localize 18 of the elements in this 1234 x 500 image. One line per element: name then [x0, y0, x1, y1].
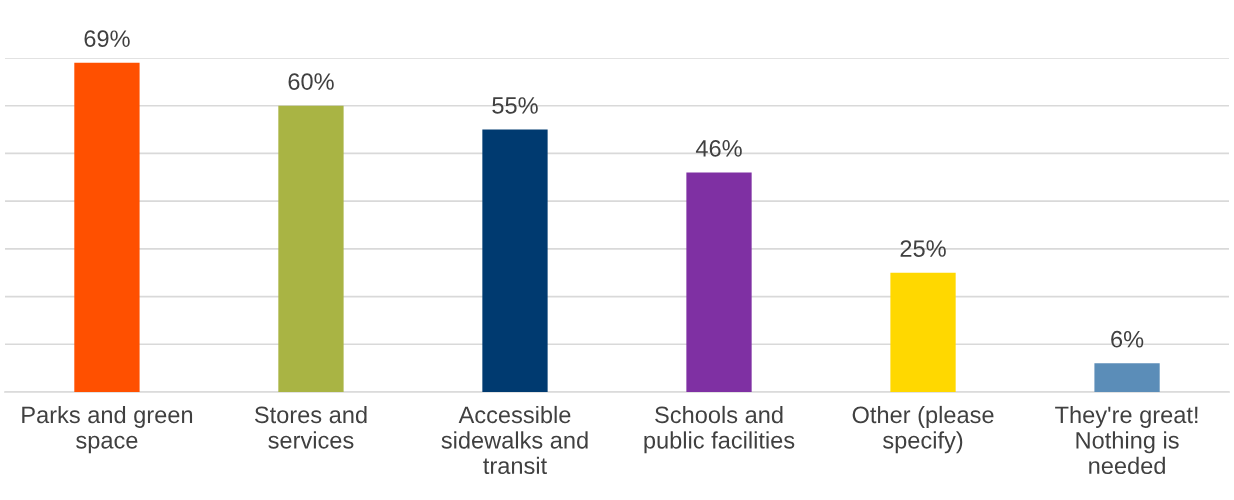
x-tick-label: Other (please specify) — [852, 405, 994, 454]
data-label: 60% — [288, 73, 334, 90]
bar — [278, 105, 344, 392]
data-label: 69% — [84, 30, 130, 47]
x-tick-label: Stores and services — [254, 405, 367, 449]
bar — [890, 272, 956, 392]
data-label: 25% — [900, 240, 946, 257]
data-label: 55% — [492, 97, 538, 114]
data-label: 46% — [695, 140, 742, 157]
x-tick-label: Accessible sidewalks and transit — [441, 405, 588, 475]
x-tick-label: Parks and green space — [22, 405, 193, 454]
bar — [74, 62, 140, 392]
bar — [482, 129, 548, 392]
x-tick-label: Schools and public facilities — [644, 405, 795, 454]
data-label: 6% — [1111, 330, 1144, 348]
bar — [1094, 363, 1160, 392]
bar — [686, 172, 752, 392]
x-tick-label: They're great! Nothing is needed — [1055, 405, 1198, 475]
